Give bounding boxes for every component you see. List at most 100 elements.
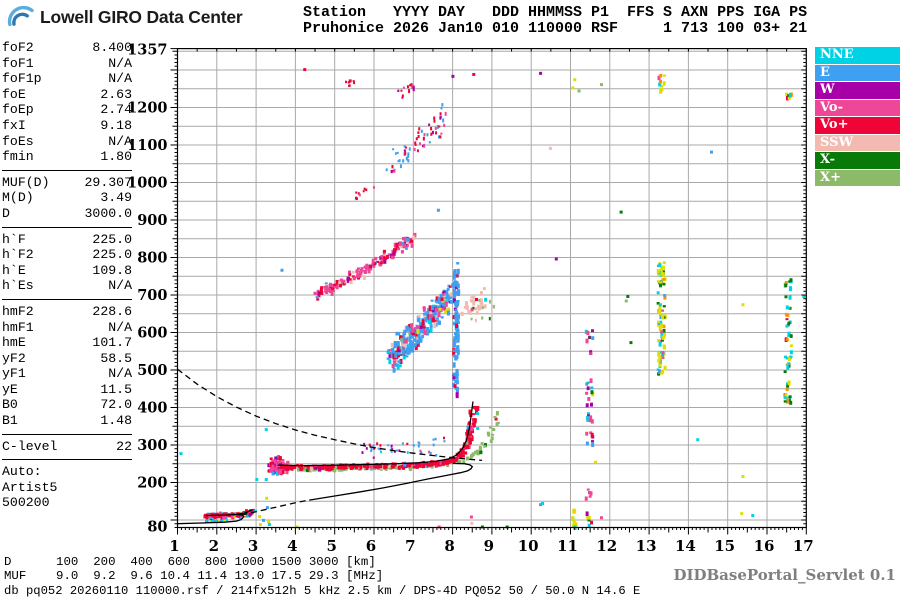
svg-text:600: 600 [137,324,167,341]
svg-text:1000: 1000 [127,174,167,191]
param-label: C-level [2,438,58,454]
param-value: 22 [116,438,132,454]
sidebar-param-row: h`F2 225.0 [2,247,132,263]
legend-item-ssw: SSW [815,134,900,151]
param-value: 3000.0 [84,205,132,221]
param-label: h`E [2,262,26,278]
svg-text:13: 13 [636,537,657,555]
svg-text:1357: 1357 [127,42,167,59]
axis-ticks [170,48,807,535]
servlet-version-label: DIDBasePortal_Servlet 0.1 [673,566,896,584]
param-value: 8.400 [92,40,132,55]
sidebar-param-row: hmF2 228.6 [2,304,132,320]
param-label: hmE [2,335,26,351]
legend-item-e: E [815,64,900,81]
sidebar-param-row: foF2 8.400 [2,40,132,56]
param-value: 9.18 [100,117,132,133]
sidebar-text: Auto: [2,464,42,480]
grid-lines [177,48,807,528]
svg-text:11: 11 [557,537,578,555]
svg-text:700: 700 [137,287,167,304]
sidebar-param-row: hmE 101.7 [2,335,132,351]
legend-item-vo-: Vo- [815,99,900,116]
sidebar-param-row: yF1 N/A [2,366,132,382]
sidebar-divider [2,433,132,435]
parameter-sidebar: foF2 8.400 foF1 N/A foF1p N/A foE 2.63 foEp 2.74 f… [2,40,132,511]
svg-text:80: 80 [147,519,167,536]
param-label: fmin [2,149,34,165]
param-label: MUF(D) [2,174,50,190]
profile-and-muf-lines [177,368,483,525]
param-label: fxI [2,117,26,133]
sidebar-param-row: hmF1 N/A [2,320,132,336]
sidebar-param-row: h`E 109.8 [2,263,132,279]
svg-text:14: 14 [675,537,696,555]
sidebar-param-row: B0 72.0 [2,397,132,413]
sidebar-param-row: h`Es N/A [2,278,132,294]
x-axis-labels: 1 2 3 4 5 6 7 8 9 10 11 12 13 14 15 16 17 [169,537,813,555]
svg-text:2: 2 [209,537,219,555]
param-value: N/A [108,366,132,382]
svg-text:1: 1 [169,537,179,555]
svg-text:10: 10 [518,537,539,555]
param-value: 225.0 [92,231,132,247]
param-value: N/A [108,71,132,87]
legend-item-nne: NNE [815,47,900,64]
svg-text:800: 800 [137,249,167,266]
header-line2: Pruhonice 2026 Jan10 010 110000 RSF 1 71… [303,20,808,37]
svg-text:15: 15 [714,537,735,555]
param-label: D [2,205,10,221]
param-value: N/A [108,133,132,149]
param-value: 2.63 [100,86,132,102]
sidebar-param-row: yF2 58.5 [2,351,132,367]
svg-text:3: 3 [248,537,258,555]
sidebar-param-row: h`F 225.0 [2,232,132,248]
param-label: M(D) [2,190,34,206]
legend-item-w: W [815,82,900,99]
param-label: yF1 [2,366,26,382]
param-value: N/A [108,278,132,294]
param-label: foF1 [2,55,34,71]
param-value: 2.74 [100,102,132,118]
header-line1: Station YYYY DAY DDD HHMMSS P1 FFS S AXN… [303,4,808,21]
sidebar-param-row: M(D) 3.49 [2,190,132,206]
svg-text:9: 9 [484,537,494,555]
sidebar-param-row: foEp 2.74 [2,102,132,118]
sidebar-param-row: foEs N/A [2,134,132,150]
svg-text:1100: 1100 [127,137,167,154]
sidebar-param-row: B1 1.48 [2,413,132,429]
param-value: N/A [108,55,132,71]
param-value: 1.80 [100,149,132,165]
sidebar-divider [2,298,132,300]
y-axis-labels: 1357 1200 1100 1000 900 800 700 600 500 400 300 200… [127,42,167,536]
param-label: B1 [2,413,18,429]
param-value: 228.6 [92,303,132,319]
svg-text:17: 17 [793,537,814,555]
svg-text:16: 16 [754,537,775,555]
svg-text:900: 900 [137,212,167,229]
param-label: h`Es [2,278,34,294]
param-value: 29.307 [84,174,132,190]
param-value: N/A [108,319,132,335]
svg-text:1200: 1200 [127,99,167,116]
param-label: foF1p [2,71,42,87]
legend-item-x+: X+ [815,169,900,186]
svg-text:4: 4 [287,537,297,555]
svg-text:6: 6 [366,537,376,555]
param-label: foEp [2,102,34,118]
svg-text:12: 12 [596,537,617,555]
svg-text:400: 400 [137,399,167,416]
svg-text:500: 500 [137,362,167,379]
svg-text:7: 7 [405,537,415,555]
sidebar-divider [2,169,132,171]
svg-text:200: 200 [137,474,167,491]
logo: Lowell GIRO Data Center [7,4,243,30]
param-label: foEs [2,133,34,149]
param-value: 225.0 [92,247,132,263]
station-header: Station YYYY DAY DDD HHMMSS P1 FFS S AXN… [303,5,807,37]
param-value: 11.5 [100,381,132,397]
legend-item-vo+: Vo+ [815,117,900,134]
sidebar-divider [2,226,132,228]
sidebar-param-row: fmin 1.80 [2,149,132,165]
